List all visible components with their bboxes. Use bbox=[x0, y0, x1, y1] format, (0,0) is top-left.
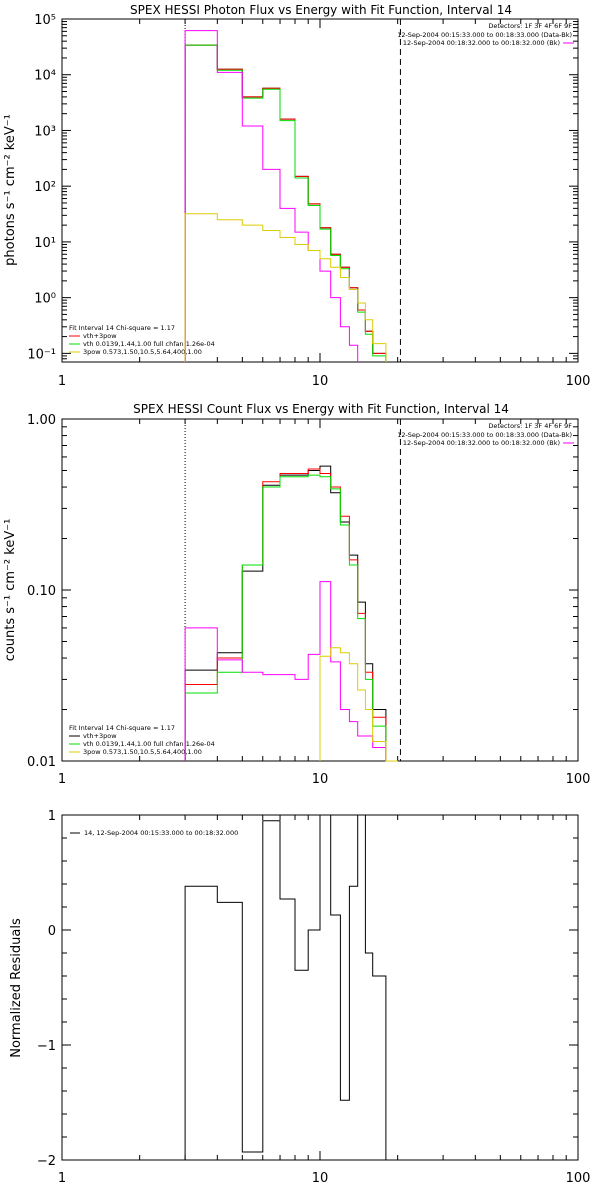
series-line-4 bbox=[319, 647, 398, 762]
y-tick-label: −1 bbox=[37, 1039, 56, 1054]
x-tick-label: 10 bbox=[312, 772, 329, 787]
x-tick-label: 1 bbox=[58, 1171, 66, 1186]
series-line-0 bbox=[184, 814, 398, 1161]
detector-note: Detectors: 1F 3F 4F 6F 9F bbox=[488, 422, 572, 430]
series-line-1 bbox=[184, 468, 398, 762]
chart-title: SPEX HESSI Count Flux vs Energy with Fit… bbox=[133, 402, 509, 416]
fit-legend-header: Fit Interval 14 Chi-square = 1.17 bbox=[69, 324, 175, 332]
detector-note: Detectors: 1F 3F 4F 6F 9F bbox=[488, 22, 572, 30]
y-tick-label: 0.01 bbox=[27, 755, 56, 770]
series-line-2 bbox=[184, 474, 398, 762]
y-axis-label: Normalized Residuals bbox=[9, 918, 24, 1058]
legend-entry-powerlaw: 3pow 0.573,1.50,10.5,5.64,400,1.00 bbox=[83, 348, 202, 356]
x-tick-label: 1 bbox=[58, 374, 66, 389]
legend-entry-total: vth+3pow bbox=[83, 332, 117, 340]
x-tick-label: 10 bbox=[312, 374, 329, 389]
plot-frame bbox=[61, 18, 579, 363]
count-flux-panel: SPEX HESSI Count Flux vs Energy with Fit… bbox=[3, 402, 590, 787]
x-tick-label: 1 bbox=[58, 772, 66, 787]
series-line-4 bbox=[184, 213, 387, 362]
y-tick-label: 10³ bbox=[34, 124, 56, 139]
x-tick-label: 100 bbox=[566, 772, 591, 787]
series-line-1 bbox=[184, 44, 387, 362]
y-tick-label: 1.00 bbox=[27, 413, 56, 428]
legend-entry-thermal: vth 0.0139,1.44,1.00 full chfan 1.26e-04 bbox=[83, 340, 215, 348]
y-tick-label: 10⁵ bbox=[34, 13, 56, 28]
y-tick-label: 10² bbox=[34, 180, 56, 195]
series-line-0 bbox=[184, 44, 387, 362]
y-tick-label: 0.10 bbox=[27, 584, 56, 599]
y-axis-label: photons s⁻¹ cm⁻² keV⁻¹ bbox=[3, 114, 18, 266]
y-tick-label: −2 bbox=[37, 1154, 56, 1169]
x-tick-label: 10 bbox=[312, 1171, 329, 1186]
residuals-panel: Normalized Residuals 14, 12-Sep-2004 00:… bbox=[9, 809, 590, 1186]
residual-legend-entry: 14, 12-Sep-2004 00:15:33.000 to 00:18:32… bbox=[84, 829, 238, 837]
y-axis-label: counts s⁻¹ cm⁻² keV⁻¹ bbox=[3, 519, 18, 662]
photon-flux-panel: SPEX HESSI Photon Flux vs Energy with Fi… bbox=[3, 3, 590, 389]
y-tick-label: 10⁰ bbox=[34, 292, 56, 307]
y-tick-label: 1 bbox=[48, 809, 56, 824]
y-tick-label: 10⁻¹ bbox=[27, 347, 56, 362]
chart-title: SPEX HESSI Photon Flux vs Energy with Fi… bbox=[130, 3, 512, 17]
x-tick-label: 100 bbox=[566, 1171, 591, 1186]
background-interval-note: 12-Sep-2004 00:18:32.000 to 00:18:32.000… bbox=[403, 39, 560, 47]
series-line-3 bbox=[184, 581, 398, 762]
series-line-3 bbox=[184, 30, 359, 362]
legend-entry-total: vth+3pow bbox=[83, 732, 117, 740]
y-tick-label: 10⁴ bbox=[34, 69, 56, 84]
y-tick-label: 0 bbox=[48, 924, 56, 939]
data-interval-note: 12-Sep-2004 00:15:33.000 to 00:18:33.000… bbox=[397, 431, 572, 439]
x-tick-label: 100 bbox=[566, 374, 591, 389]
legend-entry-powerlaw: 3pow 0.573,1.50,10.5,5.64,400,1.00 bbox=[83, 748, 202, 756]
data-interval-note: 12-Sep-2004 00:15:33.000 to 00:18:33.000… bbox=[397, 31, 572, 39]
legend-entry-thermal: vth 0.0139,1.44,1.00 full chfan 1.26e-04 bbox=[83, 740, 215, 748]
background-interval-note: 12-Sep-2004 00:18:32.000 to 00:18:32.000… bbox=[403, 439, 560, 447]
fit-legend-header: Fit Interval 14 Chi-square = 1.17 bbox=[69, 724, 175, 732]
y-tick-label: 10¹ bbox=[34, 236, 56, 251]
series-line-2 bbox=[184, 44, 387, 362]
